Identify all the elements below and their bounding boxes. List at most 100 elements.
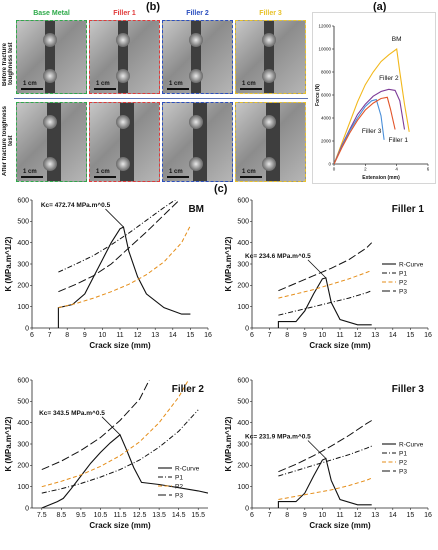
x-tick-label: 11 bbox=[116, 332, 123, 339]
specimen-grip bbox=[45, 21, 55, 93]
specimen-grip bbox=[264, 21, 274, 93]
peak-annotation: Kc= 234.6 MPa.m^0.5 bbox=[245, 252, 311, 260]
legend-label: P1 bbox=[175, 475, 183, 482]
after-photo-2: 1 cm bbox=[89, 102, 160, 182]
curve-label-filler-3: Filler 3 bbox=[362, 128, 382, 135]
bolt-icon bbox=[189, 157, 203, 171]
y-tick-label: 0 bbox=[25, 505, 29, 512]
legend-label: R-Curve bbox=[399, 262, 424, 269]
scale-bar bbox=[21, 88, 43, 90]
x-tick-label: 8 bbox=[285, 512, 289, 519]
y-axis-label: K (MPa.m^1/2) bbox=[224, 416, 233, 471]
y-tick-label: 400 bbox=[17, 420, 29, 427]
bolt-icon bbox=[43, 157, 57, 171]
after-photo-3: 1 cm bbox=[162, 102, 233, 182]
x-tick-label: 8 bbox=[65, 332, 69, 339]
column-label-2: Filler 1 bbox=[113, 10, 136, 17]
y-tick-label: 500 bbox=[17, 399, 29, 406]
y-tick-label: 500 bbox=[237, 399, 249, 406]
legend-label: P2 bbox=[399, 460, 407, 467]
scale-label: 1 cm bbox=[23, 169, 37, 175]
y-tick-label: 100 bbox=[237, 304, 249, 311]
r-curve-filler3-chart: 6 7 8 9 10 11 12 13 14 15 16 0 100 200 300 400 500 600 Cra… bbox=[224, 377, 432, 530]
panel-label-b: (b) bbox=[146, 1, 161, 13]
y-tick-label: 400 bbox=[237, 240, 249, 247]
x-tick-label: 10 bbox=[319, 332, 327, 339]
x-tick-label: 9 bbox=[83, 332, 87, 339]
series-r-curve bbox=[41, 433, 208, 508]
y-tick-label: 0 bbox=[25, 325, 29, 332]
legend-label: P1 bbox=[399, 271, 407, 278]
column-label-1: Base Metal bbox=[33, 10, 70, 17]
y-tick-label: 600 bbox=[17, 197, 29, 204]
series-p1 bbox=[58, 200, 177, 273]
series-p1 bbox=[278, 445, 372, 477]
scale-label: 1 cm bbox=[242, 81, 256, 87]
x-tick-label: 15 bbox=[407, 512, 415, 519]
curve-label-filler-2: Filler 2 bbox=[379, 75, 399, 82]
legend-label: P2 bbox=[175, 484, 183, 491]
x-tick-label: 14 bbox=[389, 332, 397, 339]
x-tick-label: 6 bbox=[427, 167, 430, 172]
chart-title: BM bbox=[188, 204, 204, 215]
y-tick-label: 200 bbox=[237, 283, 249, 290]
x-tick-label: 9 bbox=[303, 512, 307, 519]
scale-bar bbox=[240, 176, 262, 178]
legend-label: P1 bbox=[399, 451, 407, 458]
curve-label-filler-1: Filler 1 bbox=[388, 137, 408, 144]
peak-leader-line bbox=[307, 259, 327, 279]
x-tick-label: 12 bbox=[354, 332, 362, 339]
y-tick-label: 8000 bbox=[321, 70, 332, 75]
scale-label: 1 cm bbox=[23, 81, 37, 87]
series-p3 bbox=[278, 420, 372, 473]
y-tick-label: 500 bbox=[237, 219, 249, 226]
series-filler-1 bbox=[334, 96, 396, 164]
row-label-after: After fracture toughness test bbox=[2, 105, 14, 176]
series-bm bbox=[334, 48, 410, 164]
panel-label-a: (a) bbox=[373, 1, 387, 13]
bolt-icon bbox=[189, 33, 203, 47]
legend-label: P3 bbox=[399, 469, 407, 476]
x-tick-label: 10 bbox=[99, 332, 107, 339]
y-tick-label: 300 bbox=[17, 261, 29, 268]
y-tick-label: 0 bbox=[328, 162, 331, 167]
y-tick-label: 300 bbox=[237, 441, 249, 448]
chart-title: Filler 3 bbox=[392, 384, 425, 395]
x-tick-label: 8.5 bbox=[56, 512, 66, 519]
scale-label: 1 cm bbox=[169, 169, 183, 175]
series-p3 bbox=[278, 242, 373, 292]
y-tick-label: 500 bbox=[17, 219, 29, 226]
scale-bar bbox=[240, 88, 262, 90]
series-p2 bbox=[41, 380, 189, 488]
column-label-4: Filler 3 bbox=[259, 10, 282, 17]
legend-label: R-Curve bbox=[175, 466, 200, 473]
y-tick-label: 100 bbox=[237, 484, 249, 491]
y-tick-label: 200 bbox=[237, 463, 249, 470]
before-photo-2: 1 cm bbox=[89, 20, 160, 94]
x-tick-label: 15 bbox=[407, 332, 415, 339]
peak-leader-line bbox=[307, 440, 327, 459]
photo-grid: Before fracture toughness test After fra… bbox=[2, 10, 308, 182]
bolt-icon bbox=[116, 157, 130, 171]
row-label-before: Before fracture toughness test bbox=[2, 42, 14, 86]
scale-label: 1 cm bbox=[96, 81, 110, 87]
y-tick-label: 600 bbox=[237, 377, 249, 384]
curve-label-bm: BM bbox=[392, 36, 402, 43]
scale-label: 1 cm bbox=[242, 169, 256, 175]
x-tick-label: 16 bbox=[424, 512, 432, 519]
x-tick-label: 12 bbox=[354, 512, 362, 519]
x-tick-label: 7 bbox=[268, 512, 272, 519]
x-tick-label: 10 bbox=[319, 512, 327, 519]
series-p2 bbox=[278, 477, 372, 500]
x-axis-label: Extension (mm) bbox=[362, 175, 400, 181]
peak-annotation: Kc= 472.74 MPa.m^0.5 bbox=[41, 201, 111, 209]
r-curve-filler1-chart: 6 7 8 9 10 11 12 13 14 15 16 0 100 200 300 400 500 600 Cra… bbox=[224, 197, 432, 350]
peak-leader-line bbox=[105, 208, 124, 228]
x-tick-label: 13 bbox=[371, 512, 379, 519]
y-tick-label: 400 bbox=[17, 240, 29, 247]
x-tick-label: 0 bbox=[333, 167, 336, 172]
y-tick-label: 400 bbox=[237, 420, 249, 427]
x-tick-label: 6 bbox=[30, 332, 34, 339]
bolt-icon bbox=[43, 115, 57, 129]
bolt-icon bbox=[116, 115, 130, 129]
